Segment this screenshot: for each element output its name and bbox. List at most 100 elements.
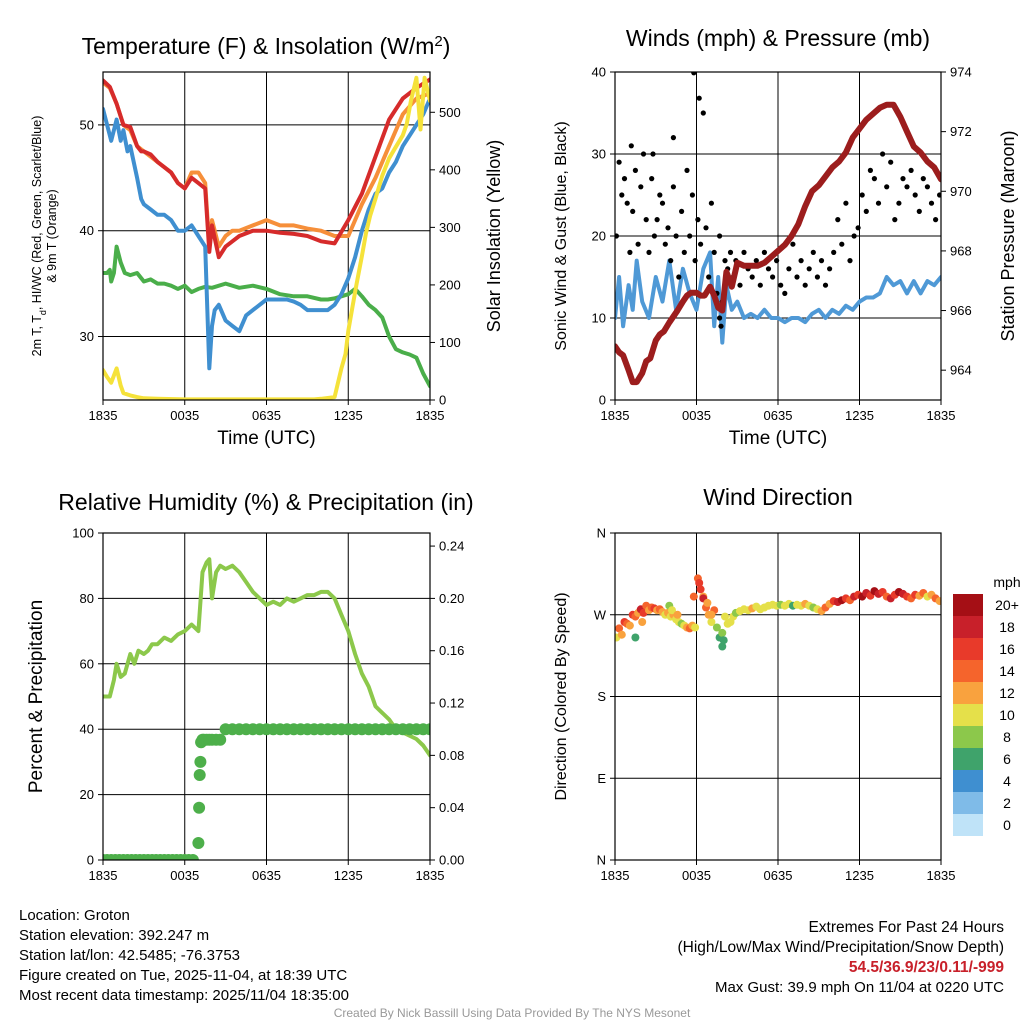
data-point bbox=[718, 323, 724, 329]
data-point bbox=[718, 628, 727, 637]
data-point bbox=[863, 208, 869, 214]
data-point bbox=[632, 167, 639, 173]
data-point bbox=[782, 290, 788, 296]
x-axis-label: Time (UTC) bbox=[217, 428, 316, 449]
station-location: Location: Groton bbox=[19, 907, 130, 924]
data-point bbox=[695, 579, 704, 587]
data-point bbox=[888, 159, 894, 165]
y2-tick-label: 0.24 bbox=[439, 539, 464, 554]
y-tick-label: 30 bbox=[592, 147, 606, 162]
y-tick-label: 10 bbox=[592, 311, 606, 326]
data-point bbox=[708, 200, 715, 206]
data-point bbox=[786, 266, 792, 272]
data-point bbox=[695, 217, 701, 223]
data-point bbox=[718, 642, 727, 651]
data-point bbox=[696, 95, 702, 101]
extremes-title: Extremes For Past 24 Hours bbox=[808, 919, 1004, 936]
data-point bbox=[193, 769, 206, 781]
y-axis-label-line2: & 9m T (Orange) bbox=[45, 189, 59, 282]
y-tick-label: N bbox=[597, 526, 606, 541]
data-point bbox=[749, 274, 755, 280]
x-tick-label: 0035 bbox=[682, 408, 711, 423]
chart-title: Temperature (F) & Insolation (W/m2) bbox=[82, 33, 451, 60]
data-point bbox=[649, 176, 655, 182]
data-point bbox=[880, 151, 886, 157]
data-point bbox=[712, 623, 721, 632]
colorbar-swatch bbox=[953, 726, 983, 748]
data-point bbox=[615, 624, 624, 633]
colorbar-swatch bbox=[953, 682, 983, 704]
data-point bbox=[703, 225, 709, 231]
data-point bbox=[676, 274, 682, 280]
data-point bbox=[186, 854, 199, 860]
data-point bbox=[912, 192, 918, 198]
humidity-series bbox=[103, 557, 430, 860]
y2-tick-label: 300 bbox=[439, 220, 461, 235]
colorbar-label: 12 bbox=[999, 685, 1015, 701]
x-tick-label: 1235 bbox=[845, 408, 874, 423]
data-point bbox=[933, 217, 939, 223]
winds-chart: 1835 0035 0635 1235 183501020304096496696897… bbox=[553, 25, 1018, 449]
colorbar-swatch bbox=[953, 814, 983, 836]
colorbar-label: 4 bbox=[1003, 773, 1011, 789]
data-point bbox=[790, 241, 796, 247]
chart-title: Winds (mph) & Pressure (mb) bbox=[626, 25, 930, 51]
extremes-subtitle: (High/Low/Max Wind/Precipitation/Snow De… bbox=[677, 939, 1005, 956]
series-line bbox=[103, 244, 430, 389]
plot-border bbox=[102, 532, 431, 861]
extremes-values: 54.5/36.9/23/0.11/-999 bbox=[848, 959, 1004, 976]
data-point bbox=[741, 249, 747, 255]
y2-tick-label: 0.08 bbox=[439, 748, 464, 763]
data-point bbox=[681, 249, 687, 255]
x-tick-label: 0035 bbox=[170, 868, 199, 883]
data-point bbox=[662, 241, 668, 247]
data-point bbox=[687, 233, 693, 239]
data-point bbox=[835, 217, 841, 223]
extremes-panel: Extremes For Past 24 Hours (High/Low/Max… bbox=[678, 918, 1005, 998]
y-tick-label: 100 bbox=[72, 526, 94, 541]
data-point bbox=[847, 258, 853, 264]
y-axis-label: Sonic Wind & Gust (Blue, Black) bbox=[553, 121, 570, 350]
colorbar-label: 10 bbox=[999, 707, 1015, 723]
data-point bbox=[706, 274, 712, 280]
x-tick-label: 1835 bbox=[89, 868, 118, 883]
y-tick-label: 50 bbox=[80, 117, 94, 132]
data-point bbox=[719, 636, 728, 645]
y-axis-label-part: , HI/WC (Red, Green, Scarlet/Blue) bbox=[30, 116, 44, 311]
y-tick-label: S bbox=[597, 689, 606, 704]
data-point bbox=[774, 258, 780, 264]
y-tick-label: 40 bbox=[80, 223, 94, 238]
recent-timestamp: Most recent data timestamp: 2025/11/04 1… bbox=[19, 987, 349, 1004]
y-tick-label: 0 bbox=[599, 393, 606, 408]
data-point bbox=[737, 282, 743, 288]
data-point bbox=[822, 282, 829, 288]
data-point bbox=[684, 167, 690, 173]
data-point bbox=[843, 200, 849, 206]
data-point bbox=[928, 200, 935, 206]
title-superscript: 2 bbox=[434, 33, 442, 50]
data-point bbox=[700, 110, 706, 116]
colorbar-label: 0 bbox=[1003, 817, 1011, 833]
data-point bbox=[628, 143, 634, 149]
y-tick-label: 20 bbox=[592, 229, 606, 244]
data-point bbox=[670, 135, 677, 141]
data-point bbox=[896, 200, 902, 206]
data-point bbox=[638, 184, 644, 190]
data-point bbox=[640, 151, 647, 157]
data-point bbox=[798, 258, 804, 264]
x-tick-label: 0635 bbox=[252, 408, 281, 423]
y2-tick-label: 0.04 bbox=[439, 800, 464, 815]
y2-tick-label: 200 bbox=[439, 277, 461, 292]
plot-border bbox=[102, 71, 431, 401]
x-tick-label: 0035 bbox=[682, 868, 711, 883]
y2-tick-label: 0 bbox=[439, 393, 446, 408]
series-line bbox=[615, 250, 941, 345]
y2-tick-label: 964 bbox=[950, 363, 972, 378]
colorbar-label: 18 bbox=[999, 619, 1015, 635]
x-tick-label: 1835 bbox=[416, 868, 445, 883]
title-text: Temperature (F) & Insolation (W/m bbox=[82, 33, 435, 59]
data-point bbox=[617, 630, 626, 639]
data-point bbox=[691, 72, 697, 76]
data-point bbox=[689, 592, 698, 601]
data-point bbox=[778, 282, 784, 288]
